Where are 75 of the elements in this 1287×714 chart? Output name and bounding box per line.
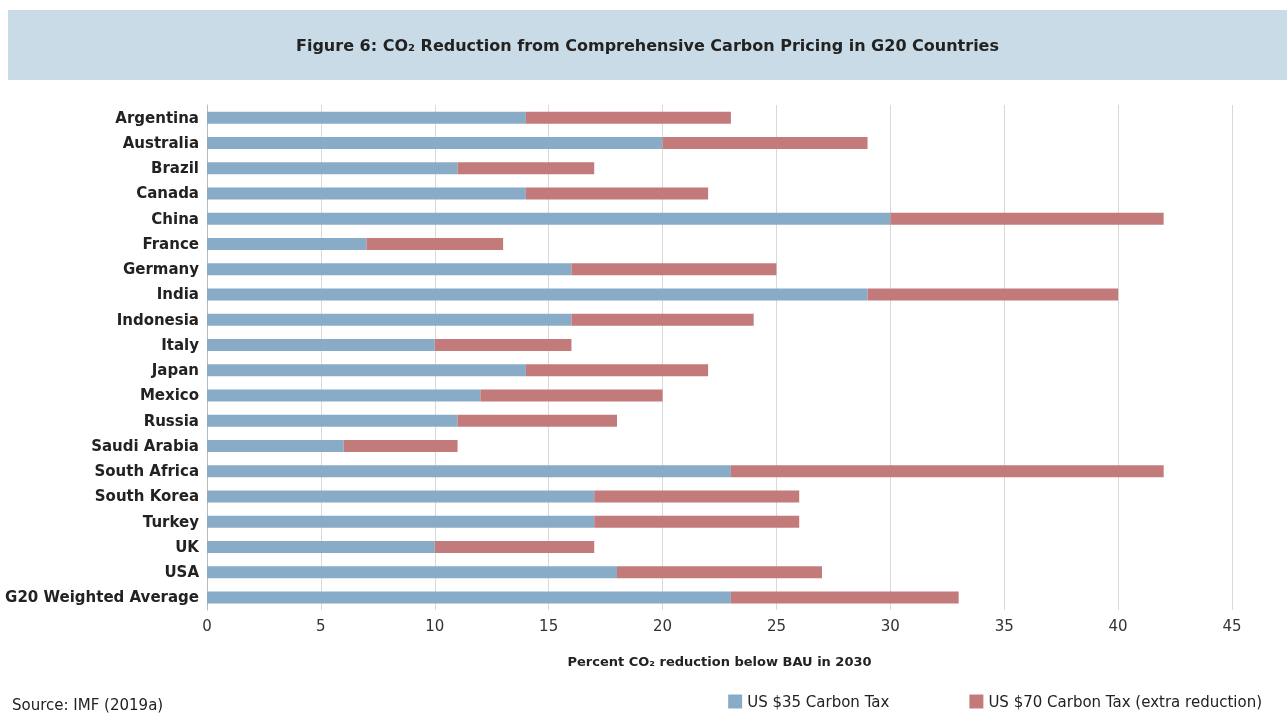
y-tick-label: G20 Weighted Average [5, 588, 199, 607]
bar [207, 162, 458, 175]
y-tick-label: Australia [122, 133, 199, 152]
bar [457, 162, 595, 175]
bar [730, 591, 959, 604]
bar [890, 212, 1164, 225]
y-tick-label: UK [175, 537, 201, 556]
bar [480, 389, 663, 402]
bar [207, 389, 481, 402]
bar [571, 313, 754, 326]
y-tick-label: India [156, 285, 199, 304]
y-tick-label: South Africa [94, 462, 199, 481]
y-tick-label: Brazil [151, 159, 199, 178]
bar [207, 490, 595, 503]
bar [207, 414, 458, 427]
bar [457, 414, 617, 427]
bar [207, 465, 731, 478]
bar [207, 136, 663, 149]
bar [525, 364, 709, 377]
y-tick-label: Turkey [142, 512, 200, 531]
bar [594, 490, 800, 503]
legend-label: US $70 Carbon Tax (extra reduction) [988, 692, 1263, 711]
bar [434, 338, 572, 351]
x-tick-label: 0 [202, 616, 212, 635]
bar [617, 566, 822, 579]
y-tick-label: Germany [122, 260, 200, 279]
bar [525, 187, 709, 200]
y-tick-label: Indonesia [116, 310, 199, 329]
x-axis-title: Percent CO₂ reduction below BAU in 2030 [567, 654, 872, 669]
bar [867, 288, 1119, 301]
bar [207, 515, 595, 528]
y-tick-label: Italy [161, 335, 200, 354]
bar [207, 263, 572, 276]
bar [366, 237, 504, 250]
bar [594, 515, 800, 528]
bar [207, 540, 435, 553]
y-tick-label: Japan [150, 361, 199, 380]
bar [207, 212, 891, 225]
bar [207, 187, 526, 200]
bar [571, 263, 777, 276]
bar [207, 591, 731, 604]
bar [207, 111, 526, 124]
chart-title: Figure 6: CO₂ Reduction from Comprehensive Carbon Pricing in G20 Countries [8, 10, 1287, 80]
y-tick-label: Russia [143, 411, 199, 430]
bar [343, 439, 458, 452]
y-tick-label: China [151, 209, 199, 228]
bar [207, 288, 868, 301]
x-tick-label: 30 [880, 616, 900, 635]
bar [434, 540, 595, 553]
x-tick-label: 35 [994, 616, 1014, 635]
bar [207, 439, 344, 452]
bar [207, 338, 435, 351]
x-tick-label: 10 [425, 616, 445, 635]
bar [207, 313, 572, 326]
bar [662, 136, 868, 149]
x-tick-label: 40 [1108, 616, 1128, 635]
y-tick-label: Saudi Arabia [91, 436, 199, 455]
legend-label: US $35 Carbon Tax [747, 692, 890, 711]
y-tick-label: Argentina [115, 108, 199, 127]
y-tick-label: Canada [136, 184, 199, 203]
x-tick-label: 25 [766, 616, 786, 635]
x-tick-label: 45 [1222, 616, 1242, 635]
bar [207, 237, 367, 250]
y-tick-label: Mexico [139, 386, 199, 405]
x-tick-label: 15 [539, 616, 559, 635]
source-note: Source: IMF (2019a) [12, 696, 164, 714]
bar [207, 566, 617, 579]
x-tick-label: 20 [653, 616, 673, 635]
bar [730, 465, 1164, 478]
y-tick-label: USA [164, 563, 200, 582]
x-tick-label: 5 [316, 616, 326, 635]
y-tick-label: South Korea [94, 487, 199, 506]
bar [525, 111, 731, 124]
y-tick-label: France [142, 234, 199, 253]
bar [207, 364, 526, 377]
